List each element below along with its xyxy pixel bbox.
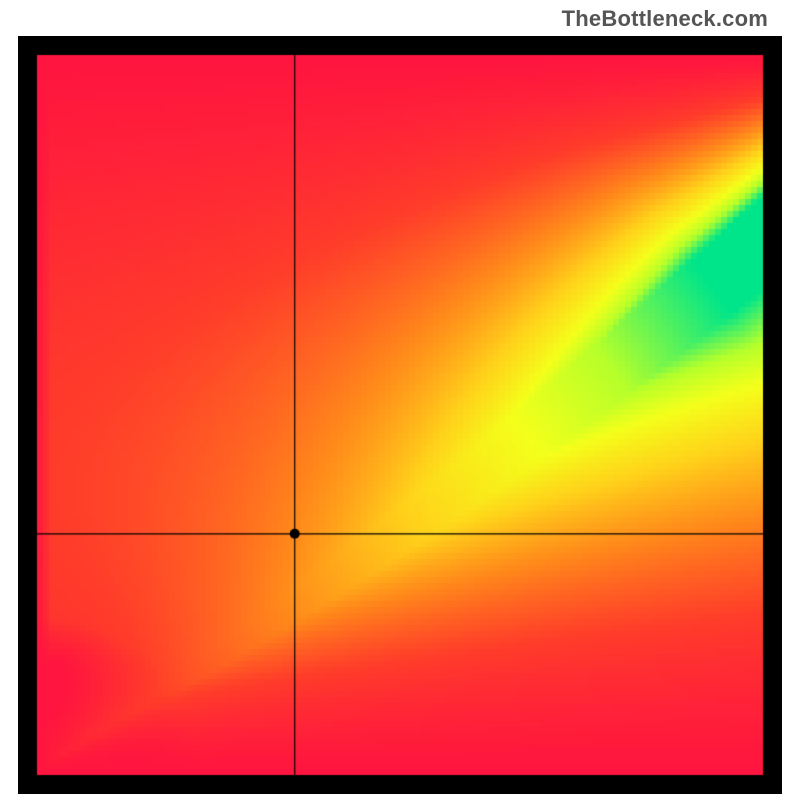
heatmap-canvas: [18, 36, 782, 794]
watermark-text: TheBottleneck.com: [562, 6, 768, 32]
plot-area: [18, 36, 782, 794]
chart-container: TheBottleneck.com: [0, 0, 800, 800]
